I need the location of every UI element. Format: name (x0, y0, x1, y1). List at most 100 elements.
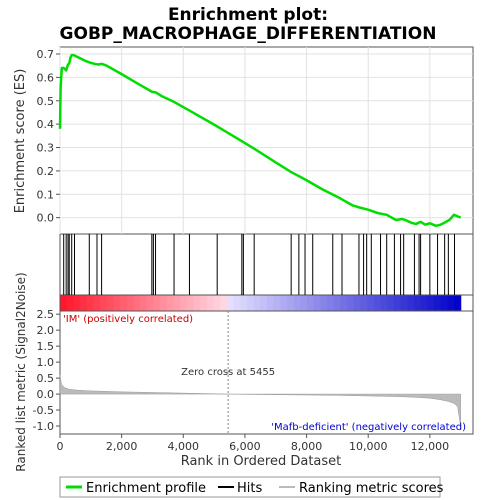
gradient-segment (387, 295, 395, 311)
es-tick-label: 0.7 (37, 48, 55, 61)
gradient-segment (287, 295, 295, 311)
gradient-segment (253, 295, 261, 311)
rank-gradient-bar (59, 294, 474, 312)
gradient-segment (327, 295, 335, 311)
x-tick-label: 6,000 (229, 440, 261, 453)
metric-tick-label: 1.0 (37, 356, 55, 369)
gradient-segment (347, 295, 355, 311)
gradient-segment (433, 295, 442, 311)
gradient-segment (200, 295, 208, 311)
gradient-segment (353, 295, 362, 311)
gradient-segment (260, 295, 268, 311)
x-tick-label: 0 (57, 440, 64, 453)
gradient-segment (307, 295, 315, 311)
gradient-segment (226, 295, 235, 311)
gradient-segment (333, 295, 342, 311)
gradient-segment (273, 295, 281, 311)
gradient-segment (267, 295, 275, 311)
metric-y-axis-label: Ranked list metric (Signal2Noise) (14, 272, 28, 471)
gradient-segment (86, 295, 94, 311)
gradient-segment (133, 295, 141, 311)
gradient-segment (173, 295, 181, 311)
gradient-segment (140, 295, 148, 311)
legend-metric-label: Ranking metric scores (299, 481, 444, 496)
gradient-segment (367, 295, 375, 311)
es-tick-label: 0.2 (37, 165, 55, 178)
legend-box (59, 476, 441, 498)
gradient-segment (220, 295, 228, 311)
es-y-axis-label: Enrichment score (ES) (13, 69, 28, 214)
es-grid (59, 47, 473, 234)
gradient-segment (166, 295, 175, 311)
x-tick-label: 10,000 (349, 440, 388, 453)
gradient-segment (233, 295, 241, 311)
gradient-segment (193, 295, 201, 311)
legend-hits-label: Hits (237, 481, 262, 496)
positive-correlation-label: 'IM' (positively correlated) (63, 314, 193, 325)
metric-tick-label: -1.0 (33, 420, 54, 433)
gradient-segment (66, 295, 74, 311)
gradient-segment (300, 295, 308, 311)
gradient-segment (113, 295, 121, 311)
x-tick-label: 4,000 (168, 440, 200, 453)
metric-panel (59, 310, 474, 435)
x-axis-label: Rank in Ordered Dataset (181, 454, 342, 469)
gradient-segment (360, 295, 368, 311)
gradient-segment (420, 295, 428, 311)
metric-tick-label: 2.0 (37, 324, 55, 337)
metric-tick-label: 2.5 (37, 308, 55, 321)
es-tick-label: 0.5 (37, 95, 55, 108)
gradient-segment (153, 295, 161, 311)
gradient-segment (146, 295, 155, 311)
gradient-segment (240, 295, 248, 311)
metric-tick-label: 1.5 (37, 340, 55, 353)
es-tick-label: 0.3 (37, 142, 55, 155)
gradient-segment (393, 295, 402, 311)
x-tick-label: 8,000 (291, 440, 323, 453)
gradient-segment (413, 295, 422, 311)
negative-correlation-label: 'Mafb-deficient' (negatively correlated) (271, 422, 466, 433)
gradient-segment (73, 295, 81, 311)
gradient-segment (206, 295, 215, 311)
gradient-segment (100, 295, 108, 311)
gradient-segment (373, 295, 382, 311)
x-axis-ticks: 0 2,000 4,000 6,000 8,000 10,000 12,000 (57, 434, 450, 453)
ranking-metric-curve (59, 374, 461, 428)
gradient-segment (453, 295, 462, 311)
gradient-segment (246, 295, 255, 311)
gradient-segment (447, 295, 455, 311)
gradient-segment (93, 295, 101, 311)
chart-title-line1: Enrichment plot: (168, 5, 328, 25)
legend-profile-label: Enrichment profile (86, 481, 206, 496)
gradient-segment (313, 295, 322, 311)
gradient-segment (126, 295, 135, 311)
enrichment-profile-line (58, 53, 462, 228)
x-tick-label: 2,000 (106, 440, 138, 453)
gradient-segment (427, 295, 435, 311)
gradient-segment (160, 295, 168, 311)
gradient-segment (213, 295, 221, 311)
gradient-segment (380, 295, 388, 311)
gradient-segment (280, 295, 288, 311)
es-tick-label: 0.0 (37, 212, 55, 225)
metric-axis-ticks: 2.5 2.0 1.5 1.0 0.5 0.0 -0.5 -1.0 (33, 308, 60, 433)
gradient-segment (186, 295, 195, 311)
chart-title-line2: GOBP_MACROPHAGE_DIFFERENTIATION (60, 24, 437, 44)
metric-tick-label: 0.5 (37, 372, 55, 385)
enrichment-profile-group (58, 53, 462, 228)
gradient-segment (106, 295, 115, 311)
zero-cross-label: Zero cross at 5455 (181, 367, 275, 378)
es-tick-label: 0.6 (37, 71, 55, 84)
es-axis-ticks: 0.0 0.1 0.2 0.3 0.4 0.5 0.6 0.7 (37, 48, 60, 225)
hit-markers (63, 234, 456, 295)
gradient-segment (320, 295, 328, 311)
gradient-segment (400, 295, 408, 311)
x-tick-label: 12,000 (411, 440, 450, 453)
es-tick-label: 0.4 (37, 118, 55, 131)
metric-tick-label: 0.0 (37, 388, 55, 401)
gradient-segment (440, 295, 448, 311)
hits-panel (59, 233, 474, 296)
gradient-segment (293, 295, 302, 311)
gradient-segment (80, 295, 88, 311)
